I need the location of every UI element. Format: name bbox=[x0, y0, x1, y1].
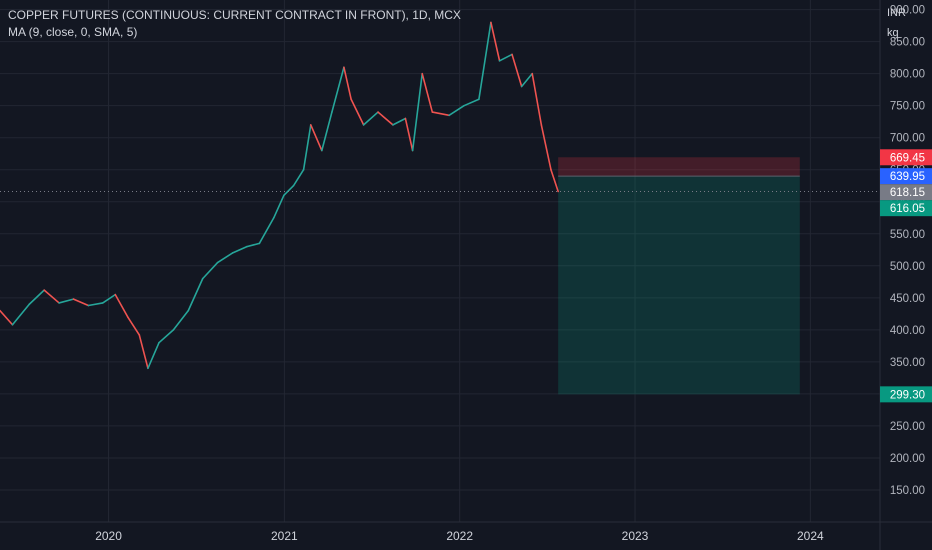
x-tick-label: 2021 bbox=[271, 529, 298, 543]
price-segment bbox=[246, 242, 261, 248]
price-segment bbox=[114, 293, 129, 318]
axis-currency-label: INR bbox=[887, 7, 906, 19]
price-segment bbox=[172, 309, 190, 331]
take-profit-zone bbox=[558, 176, 800, 395]
price-segment bbox=[201, 261, 219, 280]
y-tick-label: 500.00 bbox=[890, 261, 925, 273]
price-segment bbox=[448, 104, 465, 117]
x-tick-label: 2022 bbox=[446, 529, 473, 543]
price-segment bbox=[101, 293, 117, 304]
price-segment bbox=[421, 72, 434, 113]
y-tick-label: 550.00 bbox=[890, 229, 925, 241]
y-tick-label: 800.00 bbox=[890, 69, 925, 81]
price-badge bbox=[880, 168, 932, 185]
price-segment bbox=[350, 98, 365, 126]
position-zones bbox=[558, 157, 800, 395]
price-segment bbox=[0, 309, 14, 326]
price-segment bbox=[411, 72, 424, 152]
price-badges: 669.45 639.95 618.15 616.05 299.30 bbox=[880, 149, 932, 403]
price-badge-label: 639.95 bbox=[890, 171, 925, 183]
y-tick-label: 850.00 bbox=[890, 37, 925, 49]
price-badge-label: 618.15 bbox=[890, 187, 925, 199]
price-segment bbox=[431, 111, 450, 117]
price-segment bbox=[292, 168, 305, 187]
price-badge-label: 616.05 bbox=[890, 203, 925, 215]
price-series bbox=[0, 21, 559, 370]
price-segment bbox=[138, 334, 149, 370]
indicator-legend[interactable]: MA (9, close, 0, SMA, 5) bbox=[8, 25, 138, 39]
grid-lines bbox=[0, 0, 880, 522]
price-segment bbox=[158, 329, 175, 344]
price-segment bbox=[520, 72, 534, 88]
price-segment bbox=[126, 316, 141, 336]
price-axis: 150.00200.00250.00300.00350.00400.00450.… bbox=[890, 5, 925, 497]
price-segment bbox=[147, 341, 160, 370]
price-segment bbox=[43, 289, 60, 304]
price-segment bbox=[72, 298, 90, 307]
y-tick-label: 700.00 bbox=[890, 133, 925, 145]
price-segment bbox=[540, 124, 552, 171]
price-segment bbox=[362, 111, 379, 126]
price-badge bbox=[880, 184, 932, 201]
y-tick-label: 150.00 bbox=[890, 485, 925, 497]
price-segment bbox=[343, 66, 352, 101]
price-segment bbox=[531, 72, 543, 126]
price-segment bbox=[187, 277, 204, 312]
symbol-title[interactable]: COPPER FUTURES (CONTINUOUS: CURRENT CONT… bbox=[8, 8, 461, 22]
time-axis: 2020 2021 2022 2023 2024 bbox=[95, 529, 824, 543]
y-tick-label: 350.00 bbox=[890, 357, 925, 369]
price-segment bbox=[272, 194, 285, 219]
price-segment bbox=[321, 111, 333, 152]
price-segment bbox=[231, 245, 248, 254]
price-segment bbox=[490, 21, 501, 62]
price-segment bbox=[58, 298, 75, 304]
price-segment bbox=[377, 111, 394, 126]
stop-loss-zone bbox=[558, 157, 800, 177]
y-tick-label: 450.00 bbox=[890, 293, 925, 305]
price-segment bbox=[511, 53, 523, 88]
x-tick-label: 2020 bbox=[95, 529, 122, 543]
x-tick-label: 2023 bbox=[622, 529, 649, 543]
price-segment bbox=[404, 117, 414, 152]
y-tick-label: 250.00 bbox=[890, 421, 925, 433]
price-badge bbox=[880, 386, 932, 403]
price-segment bbox=[478, 21, 492, 101]
price-segment bbox=[283, 184, 295, 197]
price-segment bbox=[302, 124, 312, 171]
price-segment bbox=[309, 124, 323, 152]
price-segment bbox=[11, 303, 31, 326]
price-badge-label: 669.45 bbox=[890, 152, 925, 164]
price-segment bbox=[392, 117, 407, 126]
price-segment bbox=[331, 66, 345, 113]
y-tick-label: 750.00 bbox=[890, 101, 925, 113]
y-tick-label: 400.00 bbox=[890, 325, 925, 337]
price-segment bbox=[463, 98, 480, 107]
price-badge bbox=[880, 149, 932, 166]
price-segment bbox=[498, 53, 513, 62]
price-segment bbox=[28, 289, 45, 306]
price-segment bbox=[216, 252, 234, 264]
price-segment bbox=[550, 168, 559, 193]
price-segment bbox=[258, 216, 275, 245]
y-tick-label: 900.00 bbox=[890, 5, 925, 17]
axis-unit-label: kg bbox=[887, 27, 899, 39]
price-badge-label: 299.30 bbox=[890, 389, 925, 401]
price-badge bbox=[880, 200, 932, 217]
y-tick-label: 200.00 bbox=[890, 453, 925, 465]
x-tick-label: 2024 bbox=[797, 529, 824, 543]
price-segment bbox=[87, 302, 104, 307]
